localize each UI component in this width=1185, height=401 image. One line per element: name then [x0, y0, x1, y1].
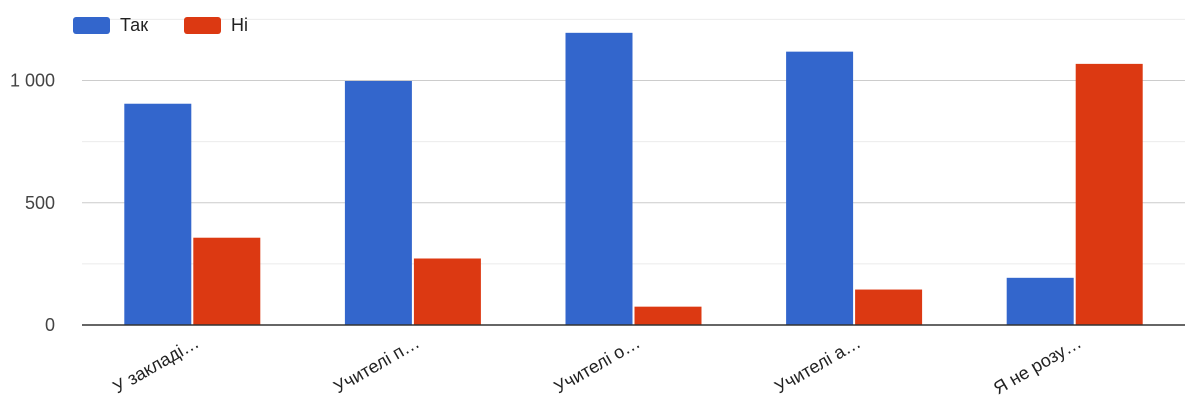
y-axis-ticks: 0 500 1 000 [10, 71, 55, 336]
x-category-label: Учителі п… [330, 332, 423, 397]
legend-swatch-ni [184, 17, 221, 34]
bar-ni-4[interactable] [855, 289, 923, 325]
x-category-label: Учителі а… [771, 332, 864, 397]
bars [124, 32, 1143, 326]
y-tick-label: 1 000 [10, 71, 55, 91]
legend-label-ni: Ні [231, 15, 248, 35]
bar-ni-3[interactable] [634, 306, 702, 325]
bar-tak-1[interactable] [124, 103, 192, 325]
gridlines [82, 18, 1185, 265]
x-axis-labels: У закладі… Учителі п… Учителі о… Учителі а…… [109, 332, 1084, 398]
bar-ni-5[interactable] [1075, 63, 1143, 326]
bar-tak-5[interactable] [1006, 277, 1074, 325]
x-category-label: У закладі… [109, 332, 202, 397]
x-category-label: Я не розу… [990, 332, 1085, 398]
y-tick-label: 0 [45, 315, 55, 335]
y-tick-label: 500 [25, 193, 55, 213]
legend-label-tak: Так [120, 15, 148, 35]
bar-ni-1[interactable] [193, 237, 261, 325]
bar-tak-4[interactable] [786, 51, 854, 326]
bar-tak-2[interactable] [344, 80, 412, 325]
x-category-label: Учителі о… [550, 332, 643, 397]
legend-swatch-tak [73, 17, 110, 34]
bar-tak-3[interactable] [565, 32, 633, 325]
legend: Так Ні [73, 15, 248, 35]
bar-ni-2[interactable] [413, 258, 481, 325]
